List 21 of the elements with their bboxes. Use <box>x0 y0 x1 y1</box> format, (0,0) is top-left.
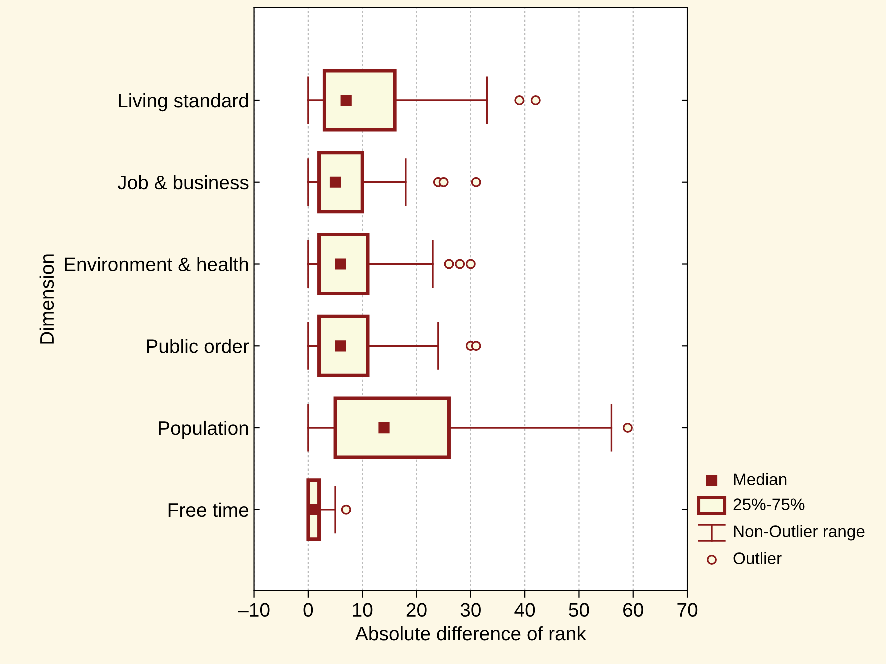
text: Median <box>734 473 787 486</box>
y-tick-label: Job & business <box>118 175 249 190</box>
y-axis-title: Dimension <box>40 254 54 344</box>
x-tick-label: 10 <box>353 603 373 618</box>
x-axis-title: Absolute difference of rank <box>355 626 586 641</box>
y-tick-label: Environment & health <box>65 257 248 272</box>
y-tick-label: Living standard <box>119 93 248 112</box>
text: Outlier <box>734 552 782 564</box>
y-tick-label: Population <box>159 420 248 440</box>
text: 25%-75% <box>734 498 805 510</box>
x-tick-label: –10 <box>238 603 270 618</box>
x-tick-label: 60 <box>624 603 644 618</box>
x-tick-label: 40 <box>514 603 536 618</box>
y-tick-label: Public order <box>147 339 250 354</box>
x-tick-label: 50 <box>569 603 590 618</box>
x-tick-label: 20 <box>406 603 427 618</box>
x-tick-label: 0 <box>304 603 314 618</box>
x-tick-label: 70 <box>678 603 698 618</box>
y-tick-label: Free time <box>168 502 249 518</box>
text: Non-Outlier range <box>734 525 865 541</box>
x-tick-label: 30 <box>460 603 481 618</box>
